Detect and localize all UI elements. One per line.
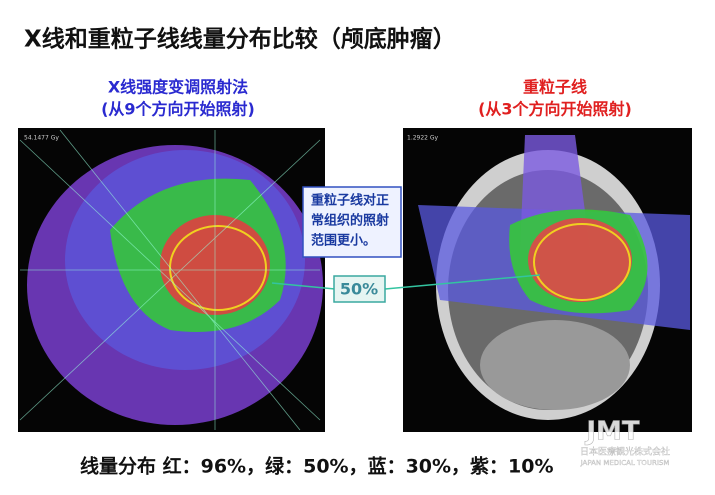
right-scan: 1.2922 Gy: [403, 128, 692, 432]
scan-label: 1.2922 Gy: [407, 135, 439, 142]
title: X线和重粒子线线量分布比较（颅底肿瘤）: [24, 26, 456, 53]
left-subheading: (从9个方向开始照射): [101, 100, 255, 119]
scan-label: 54.1477 Gy: [24, 135, 59, 142]
callout-line: 重粒子线对正: [311, 193, 389, 209]
connector: [384, 274, 541, 290]
callout-line: 常组织的照射: [311, 213, 389, 229]
left-scan: 54.1477 Gy: [18, 128, 325, 432]
logo: JMT 日本医療観光株式会社 JAPAN MEDICAL TOURISM: [579, 416, 670, 467]
right-subheading: (从3个方向开始照射): [478, 100, 632, 119]
callout-line: 范围更小。: [311, 233, 376, 249]
left-heading: X线强度变调照射法: [108, 78, 248, 97]
logo-mark: JMT: [584, 417, 640, 447]
footer: 线量分布 红：96%，绿：50%，蓝：30%，紫：10%: [80, 455, 554, 478]
connector: [271, 282, 336, 290]
right-heading: 重粒子线: [523, 78, 587, 97]
marker-box: [333, 275, 386, 303]
logo-name: 日本医療観光株式会社: [580, 446, 670, 458]
callout-box: [302, 186, 402, 258]
marker-label: 50%: [340, 280, 378, 299]
logo-tagline: JAPAN MEDICAL TOURISM: [580, 459, 670, 467]
